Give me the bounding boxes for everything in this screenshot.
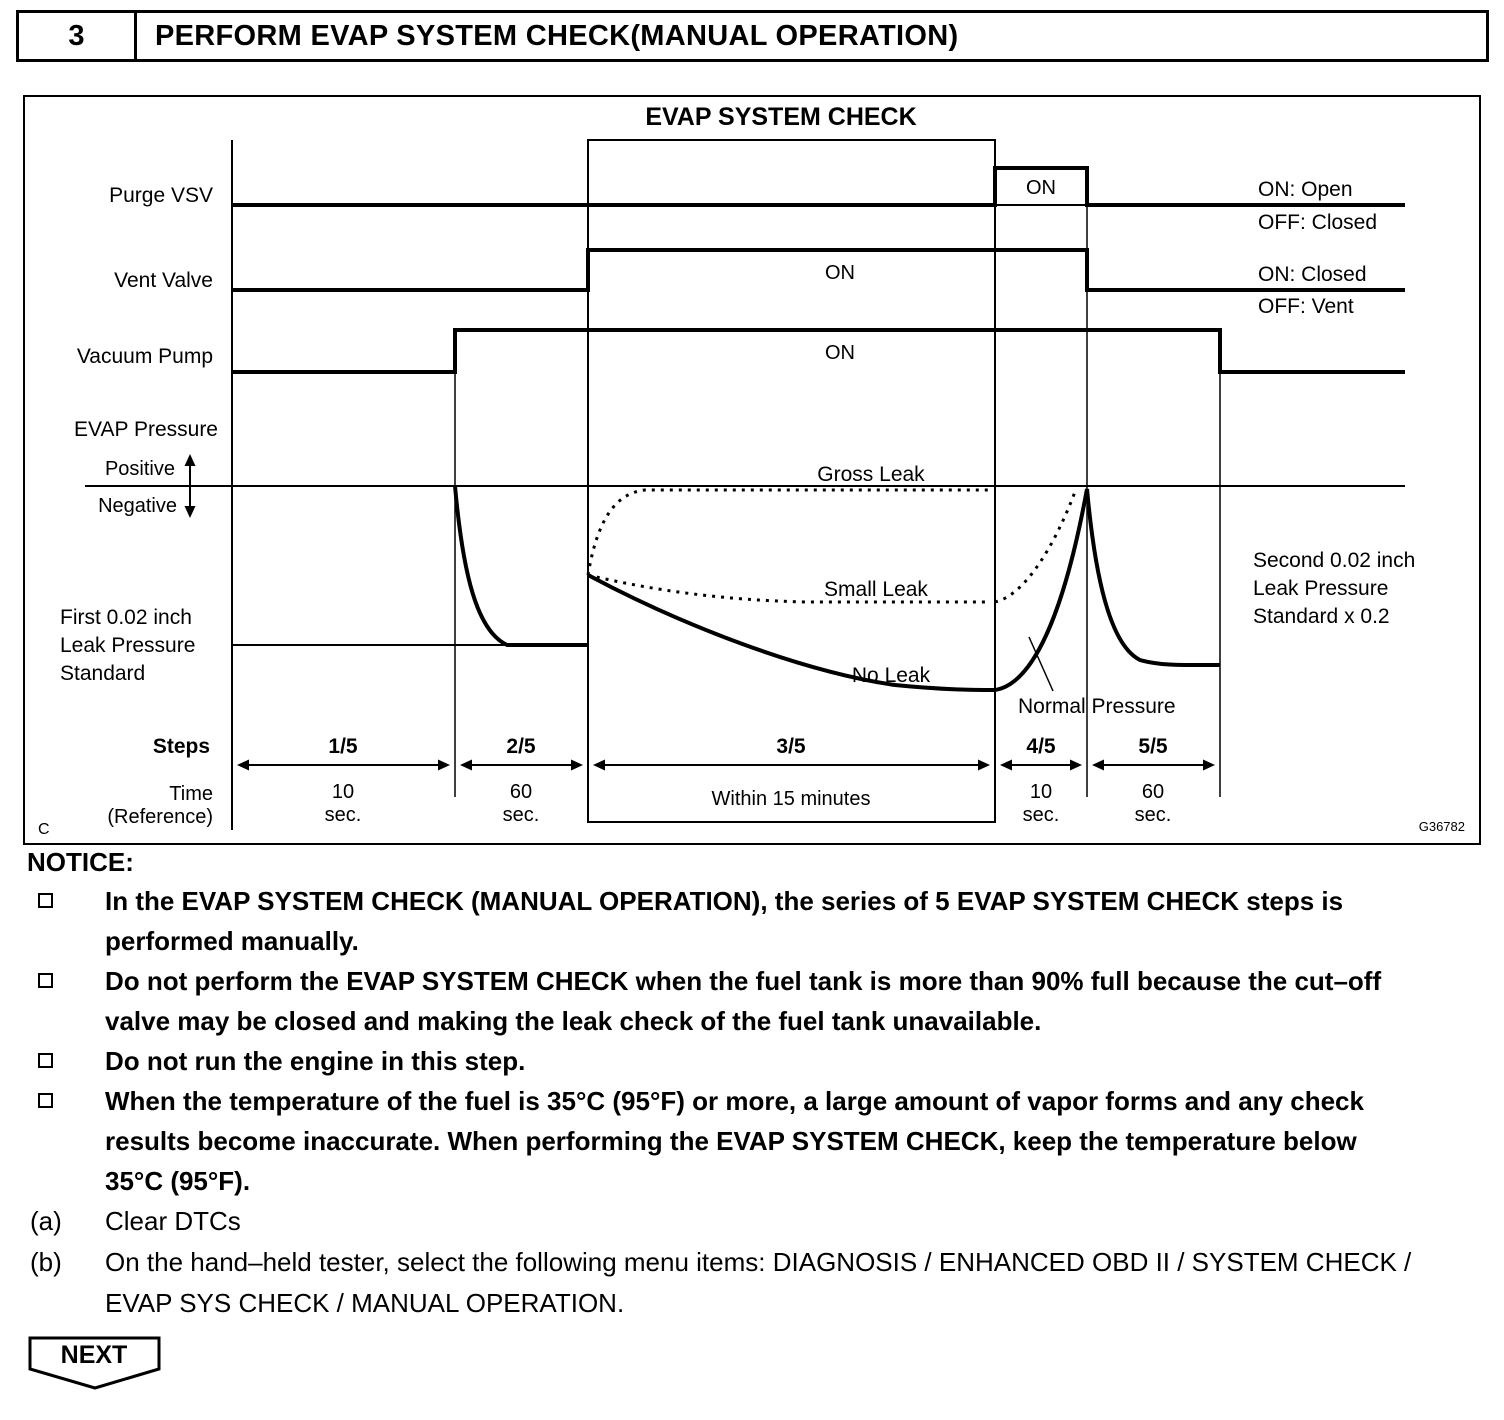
corner-mark: C [38,821,50,838]
notice-heading: NOTICE: [27,847,134,877]
vent-on-label: ON [825,262,855,284]
time-4-value: 10 [1030,781,1052,803]
vent-valve-waveform [232,248,1405,292]
procedure-step-b: (b) On the hand–held tester, select the … [0,1242,1504,1324]
notice-item-text: In the EVAP SYSTEM CHECK (MANUAL OPERATI… [105,886,1344,956]
purge-legend-on: ON: Open [1258,178,1353,201]
purge-on-label: ON [1026,177,1056,199]
step-header: 3 PERFORM EVAP SYSTEM CHECK(MANUAL OPERA… [16,10,1489,62]
pressure-direction-arrow [184,454,196,518]
arrow-down-icon [184,506,196,518]
evap-diagram-box: EVAP SYSTEM CHECK [23,95,1481,845]
notice-item-text: When the temperature of the fuel is 35°C… [105,1086,1364,1196]
time-row-label-line2: (Reference) [107,806,213,828]
step-2-label: 2/5 [506,735,536,758]
vacuum-pump-label: Vacuum Pump [77,345,213,368]
first-standard-line1: First 0.02 inch [60,606,192,629]
next-button-shape: NEXT [28,1336,161,1390]
vent-valve-label: Vent Valve [114,269,213,292]
step-5-label: 5/5 [1138,735,1168,758]
time-2-unit: sec. [503,804,540,826]
notice-item: Do not run the engine in this step. [0,1041,1504,1081]
small-leak-label: Small Leak [824,578,928,601]
square-bullet-icon [38,893,53,908]
no-leak-label: No Leak [852,664,931,687]
positive-label: Positive [105,458,175,480]
small-leak-recovery-curve [994,488,1078,604]
step-title: PERFORM EVAP SYSTEM CHECK(MANUAL OPERATI… [155,19,959,52]
notice-item: Do not perform the EVAP SYSTEM CHECK whe… [0,961,1504,1041]
next-button-label: NEXT [61,1341,128,1369]
step3-region-box [587,139,996,823]
purge-legend-off: OFF: Closed [1258,211,1377,234]
time-5-unit: sec. [1135,804,1172,826]
evap-timing-diagram: EVAP SYSTEM CHECK [38,103,1465,838]
vent-legend-on: ON: Closed [1258,263,1367,286]
time-2-value: 60 [510,781,532,803]
vacuum-pump-waveform [232,328,1405,374]
step-1-label: 1/5 [328,735,358,758]
first-standard-line3: Standard [60,662,145,685]
notice-item: In the EVAP SYSTEM CHECK (MANUAL OPERATI… [0,881,1504,961]
evap-pressure-label: EVAP Pressure [74,418,218,441]
second-standard-line1: Second 0.02 inch [1253,549,1415,572]
steps-row-label: Steps [153,735,210,758]
procedure-step-key: (b) [30,1247,62,1277]
procedure-step-text: Clear DTCs [105,1206,241,1236]
first-standard-line2: Leak Pressure [60,634,195,657]
square-bullet-icon [38,1053,53,1068]
purge-vsv-waveform [232,166,1405,207]
purge-vsv-label: Purge VSV [109,184,213,207]
notice-section: NOTICE: In the EVAP SYSTEM CHECK (MANUAL… [0,843,1504,1324]
procedure-step-text: On the hand–held tester, select the foll… [105,1247,1412,1318]
step1-duration-arrow [237,759,450,771]
notice-item-text: Do not run the engine in this step. [105,1046,526,1076]
time-4-unit: sec. [1023,804,1060,826]
next-button[interactable]: NEXT [28,1336,164,1392]
time-1-value: 10 [332,781,354,803]
step-3-label: 3/5 [776,735,806,758]
gross-leak-label: Gross Leak [817,463,925,486]
time-row-label-line1: Time [169,783,213,805]
no-leak-pressure-curve [587,488,1221,693]
notice-item-text: Do not perform the EVAP SYSTEM CHECK whe… [105,966,1382,1036]
normal-pressure-leader-line [1028,636,1054,692]
second-standard-line2: Leak Pressure [1253,577,1388,600]
figure-id: G36782 [1419,819,1465,834]
gross-leak-curve [586,488,990,576]
step-number: 3 [19,13,137,59]
step5-duration-arrow [1092,759,1215,771]
square-bullet-icon [38,973,53,988]
notice-item: When the temperature of the fuel is 35°C… [0,1081,1504,1201]
step3-duration-arrow [593,759,990,771]
time-1-unit: sec. [325,804,362,826]
diagram-title: EVAP SYSTEM CHECK [645,103,916,131]
arrow-up-icon [184,454,196,466]
next-banner-shape [28,1336,161,1390]
square-bullet-icon [38,1093,53,1108]
negative-label: Negative [98,495,177,517]
vacuum-on-label: ON [825,342,855,364]
step4-duration-arrow [1000,759,1082,771]
step-4-label: 4/5 [1026,735,1056,758]
time-5-value: 60 [1142,781,1164,803]
step2-duration-arrow [460,759,583,771]
second-standard-line3: Standard x 0.2 [1253,605,1390,628]
procedure-step-a: (a) Clear DTCs [0,1201,1504,1242]
vent-legend-off: OFF: Vent [1258,295,1354,318]
procedure-step-key: (a) [30,1206,62,1236]
small-leak-curve [587,573,990,604]
time-3-value: Within 15 minutes [712,788,871,810]
initial-pulldown-curve [453,485,588,647]
normal-pressure-label: Normal Pressure [1018,695,1176,718]
